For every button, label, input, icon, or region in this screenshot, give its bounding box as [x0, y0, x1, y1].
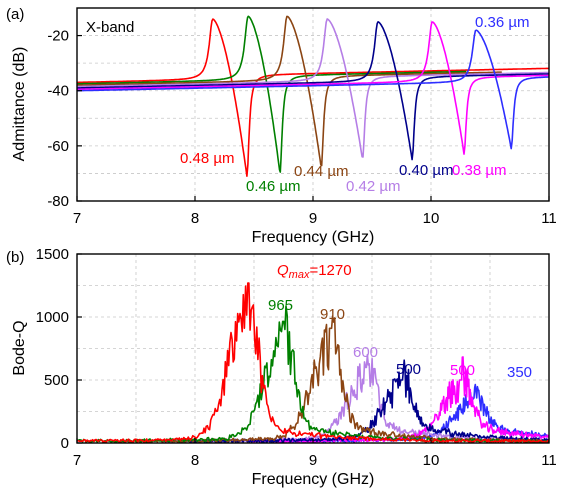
bodeq-curve-0.40: [188, 359, 550, 444]
panel-b-label: (b): [6, 249, 24, 266]
qmax-value: =1270: [309, 262, 351, 279]
panel-a-label: (a): [6, 6, 24, 23]
bodeq-curve-0.48: [76, 282, 550, 444]
admittance-curve-0.42: [76, 18, 550, 158]
bodeq-curve-0.46: [76, 305, 550, 444]
panel-a-series: [76, 15, 550, 177]
panel-a-series-labels: 0.48 µm 0.46 µm0.44 µm0.42 µm0.40 µm0.38 …: [180, 14, 530, 195]
y-tick-label: -20: [47, 28, 69, 45]
admittance-curve-0.38: [77, 21, 550, 155]
x-tick-label: 8: [191, 452, 199, 469]
y-tick-label: -80: [47, 193, 69, 210]
peak-label-0.42: 600: [353, 344, 378, 361]
x-tick-label: 10: [423, 452, 440, 469]
panel-b-xlabel: Frequency (GHz): [252, 471, 375, 488]
peak-label-0.38: 500: [450, 362, 475, 379]
x-tick-label: 7: [73, 452, 81, 469]
panel-b-peak-labels: 350 600 500 500 910 965: [268, 297, 532, 381]
x-tick-label: 9: [309, 210, 317, 227]
panel-a-ticks: 7 8 9 10 11 -80 -60 -40 -20: [47, 28, 556, 227]
peak-label-0.36: 350: [507, 364, 532, 381]
qmax-label: Qmax=1270: [277, 262, 352, 281]
panel-a-admittance: (a) 7 8 9 10 11-80-60-40-20 X-band 0.48 µm0.…: [6, 6, 557, 246]
y-tick-label: 1500: [36, 246, 69, 263]
series-label-0.38: 0.38 µm: [452, 162, 507, 179]
x-tick-label: 7: [73, 210, 81, 227]
peak-label-0.40: 500: [396, 361, 421, 378]
series-label-0.40: 0.40 µm: [399, 162, 454, 179]
y-tick-label: -40: [47, 83, 69, 100]
y-tick-label: 1000: [36, 309, 69, 326]
series-label-0.42: 0.42 µm: [346, 178, 401, 195]
peak-label-0.44: 910: [320, 306, 345, 323]
y-tick-label: -60: [47, 138, 69, 155]
series-label-0.44: 0.44 µm: [294, 163, 349, 180]
admittance-curve-0.46: [77, 15, 467, 173]
bodeq-curve-0.44: [118, 315, 550, 444]
y-tick-label: 500: [44, 372, 69, 389]
x-tick-label: 8: [191, 210, 199, 227]
admittance-curve-0.40: [77, 20, 549, 161]
series-label-0.36: 0.36 µm: [475, 14, 530, 31]
xband-annotation: X-band: [86, 19, 134, 36]
panel-a-xlabel: Frequency (GHz): [252, 229, 375, 246]
x-tick-label: 11: [541, 210, 557, 227]
admittance-curve-0.36: [77, 29, 549, 150]
panel-b-ylabel: Bode-Q: [11, 320, 28, 375]
y-tick-label: 0: [61, 435, 69, 452]
panel-a-ylabel: Admittance (dB): [11, 47, 28, 162]
series-label-0.48: 0.48 µm: [180, 150, 235, 167]
series-label-0.46: 0.46 µm: [246, 178, 301, 195]
panel-b-series: [76, 282, 550, 444]
admittance-curve-0.48: [77, 18, 549, 177]
x-tick-label: 9: [309, 452, 317, 469]
x-tick-label: 10: [423, 210, 440, 227]
peak-label-0.46: 965: [268, 297, 293, 314]
qmax-symbol: Q: [277, 262, 289, 279]
qmax-subscript: max: [289, 269, 310, 281]
x-tick-label: 11: [541, 452, 557, 469]
admittance-curve-0.44: [77, 15, 502, 167]
